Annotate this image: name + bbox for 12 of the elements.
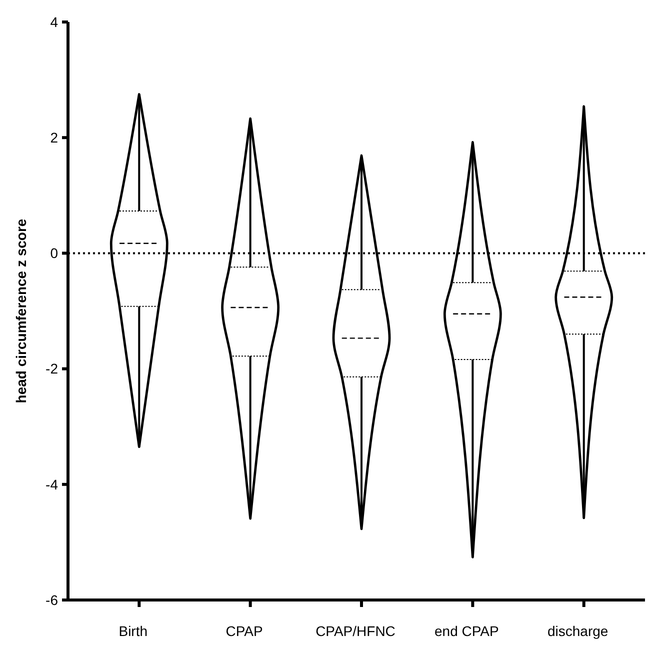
y-tick-label: -6	[46, 592, 58, 608]
x-tick-label: CPAP/HFNC	[316, 623, 396, 639]
y-tick-label: -4	[46, 476, 58, 492]
y-axis-title: head circumference z score	[13, 218, 29, 404]
x-tick-label: Birth	[118, 623, 148, 639]
x-tick-label: CPAP	[226, 623, 263, 639]
y-tick-label: -2	[46, 360, 58, 377]
y-tick-label: 2	[50, 130, 58, 146]
y-tick-label: 0	[50, 245, 58, 262]
x-tick-label: discharge	[548, 623, 608, 639]
y-tick-label: 4	[50, 14, 58, 30]
x-tick-label: end CPAP	[434, 623, 499, 639]
